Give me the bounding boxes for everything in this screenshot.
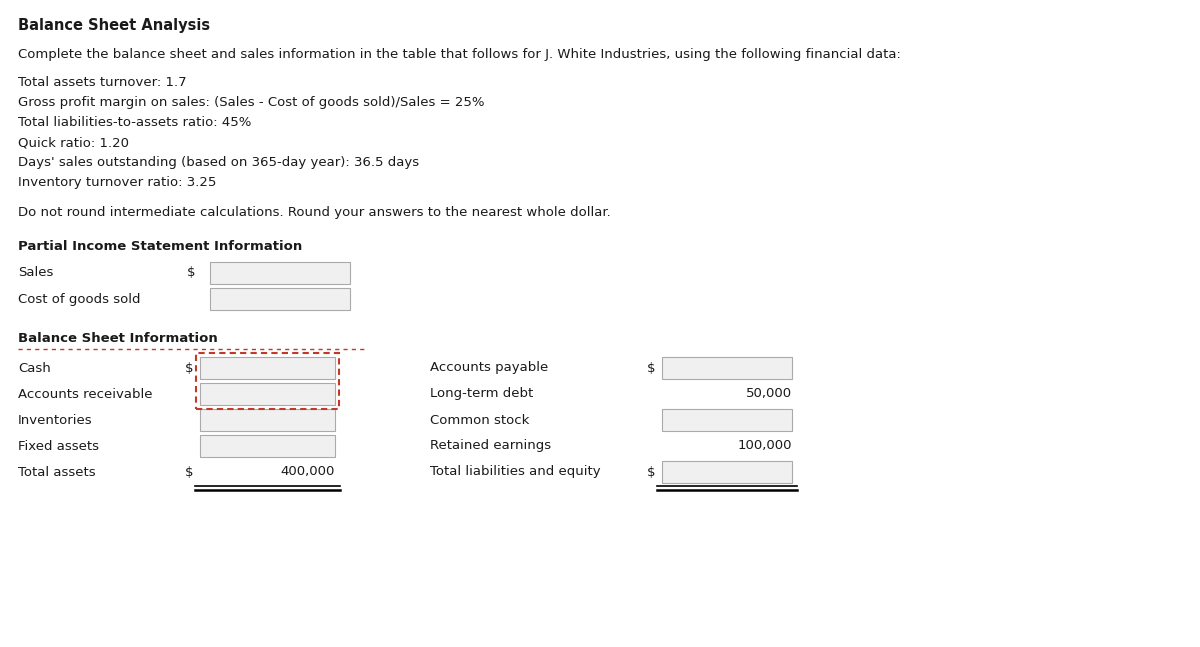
Text: Complete the balance sheet and sales information in the table that follows for J: Complete the balance sheet and sales inf… [18, 48, 901, 61]
FancyBboxPatch shape [200, 383, 335, 405]
Text: Inventory turnover ratio: 3.25: Inventory turnover ratio: 3.25 [18, 176, 216, 189]
FancyBboxPatch shape [200, 357, 335, 379]
Text: Total liabilities-to-assets ratio: 45%: Total liabilities-to-assets ratio: 45% [18, 116, 251, 129]
FancyBboxPatch shape [210, 288, 350, 310]
Text: Retained earnings: Retained earnings [430, 439, 551, 452]
Text: Total liabilities and equity: Total liabilities and equity [430, 465, 601, 479]
Text: Long-term debt: Long-term debt [430, 388, 533, 400]
Text: Inventories: Inventories [18, 413, 92, 426]
Text: Days' sales outstanding (based on 365-day year): 36.5 days: Days' sales outstanding (based on 365-da… [18, 156, 419, 169]
Text: Accounts payable: Accounts payable [430, 362, 548, 375]
Text: Accounts receivable: Accounts receivable [18, 388, 152, 400]
Text: Quick ratio: 1.20: Quick ratio: 1.20 [18, 136, 130, 149]
Text: $: $ [185, 465, 193, 479]
FancyBboxPatch shape [200, 409, 335, 431]
Text: 50,000: 50,000 [746, 388, 792, 400]
Text: Partial Income Statement Information: Partial Income Statement Information [18, 240, 302, 253]
Text: Gross profit margin on sales: (Sales - Cost of goods sold)/Sales = 25%: Gross profit margin on sales: (Sales - C… [18, 96, 485, 109]
Text: Balance Sheet Analysis: Balance Sheet Analysis [18, 18, 210, 33]
FancyBboxPatch shape [662, 461, 792, 483]
Text: Fixed assets: Fixed assets [18, 439, 98, 452]
Text: $: $ [647, 362, 655, 375]
FancyBboxPatch shape [200, 435, 335, 457]
Text: Cash: Cash [18, 362, 50, 375]
FancyBboxPatch shape [662, 409, 792, 431]
Text: 100,000: 100,000 [738, 439, 792, 452]
Text: 400,000: 400,000 [281, 465, 335, 479]
Text: $: $ [647, 465, 655, 479]
Text: Total assets: Total assets [18, 465, 96, 479]
Text: Total assets turnover: 1.7: Total assets turnover: 1.7 [18, 76, 187, 89]
Text: Cost of goods sold: Cost of goods sold [18, 292, 140, 305]
Text: $: $ [185, 362, 193, 375]
Text: Sales: Sales [18, 267, 53, 280]
Text: Common stock: Common stock [430, 413, 529, 426]
Text: Balance Sheet Information: Balance Sheet Information [18, 332, 217, 345]
FancyBboxPatch shape [662, 357, 792, 379]
Text: Do not round intermediate calculations. Round your answers to the nearest whole : Do not round intermediate calculations. … [18, 206, 611, 219]
Text: $: $ [186, 267, 194, 280]
FancyBboxPatch shape [210, 262, 350, 284]
